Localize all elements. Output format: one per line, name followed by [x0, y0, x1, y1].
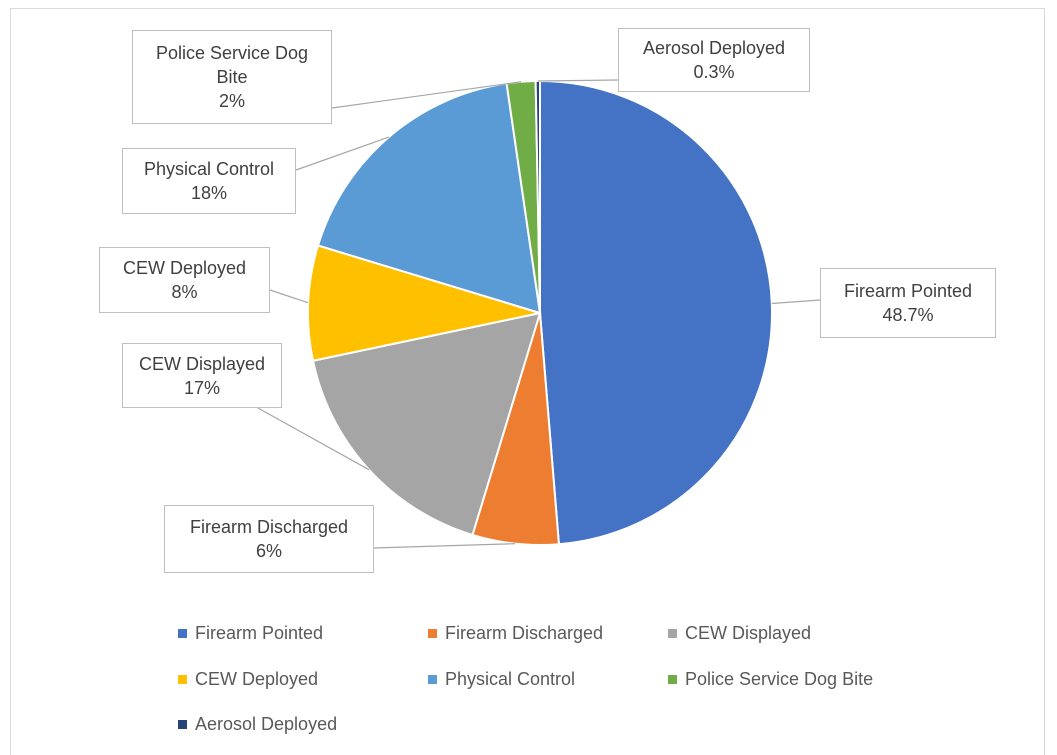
data-label-category: Firearm Pointed: [843, 281, 973, 301]
pie-slice: [307, 244, 541, 362]
legend-label: Aerosol Deployed: [195, 714, 338, 734]
legend-label: Firearm Pointed: [195, 623, 324, 643]
legend-item: Physical Control: [428, 669, 575, 690]
data-label-value: 2%: [218, 91, 245, 111]
data-label: Firearm Pointed 48.7%: [820, 268, 996, 338]
legend-label: Physical Control: [445, 669, 576, 689]
leader-line: [269, 289, 309, 304]
leader-line: [257, 407, 370, 471]
legend-swatch: [428, 675, 437, 684]
data-label: CEW Displayed 17%: [122, 343, 282, 408]
legend-swatch: [428, 629, 437, 638]
legend-item: Aerosol Deployed: [178, 714, 337, 735]
pie-slice: [316, 82, 542, 315]
pie-slice: [539, 79, 773, 546]
data-label: Firearm Discharged 6%: [164, 505, 374, 573]
legend-label: CEW Deployed: [195, 669, 319, 689]
data-label-category: Firearm Discharged: [189, 517, 349, 537]
data-label: Aerosol Deployed 0.3%: [618, 28, 810, 92]
legend-swatch: [668, 675, 677, 684]
legend-label: CEW Displayed: [685, 623, 812, 643]
leader-line: [331, 81, 522, 109]
legend-swatch: [178, 629, 187, 638]
pie-slice: [311, 311, 542, 537]
data-label: CEW Deployed 8%: [99, 247, 270, 313]
data-label-value: 6%: [255, 541, 282, 561]
leader-line: [771, 299, 821, 305]
leader-line: [373, 543, 516, 549]
data-label-value: 48.7%: [882, 305, 934, 325]
legend-item: CEW Deployed: [178, 669, 318, 690]
legend-swatch: [178, 720, 187, 729]
legend-label: Police Service Dog Bite: [685, 669, 874, 689]
legend-item: CEW Displayed: [668, 623, 811, 644]
legend-item: Firearm Pointed: [178, 623, 323, 644]
data-label-value: 8%: [171, 282, 198, 302]
data-label-category: Aerosol Deployed: [642, 38, 786, 58]
data-label-value: 0.3%: [693, 62, 735, 82]
data-label-value: 17%: [183, 377, 221, 398]
data-label-category: CEW Deployed: [122, 258, 247, 278]
data-label: Police Service Dog Bite 2%: [132, 30, 332, 124]
legend-label: Firearm Discharged: [445, 623, 604, 643]
data-label-category: Physical Control: [143, 159, 275, 179]
data-label-value: 18%: [190, 183, 228, 203]
legend-swatch: [178, 675, 187, 684]
leader-line: [537, 79, 619, 82]
legend-item: Police Service Dog Bite: [668, 669, 873, 690]
data-label-category: CEW Displayed: [138, 353, 266, 374]
data-label-category: Police Service Dog Bite: [155, 43, 309, 87]
chart-frame: [10, 8, 1045, 755]
legend-item: Firearm Discharged: [428, 623, 603, 644]
legend-swatch: [668, 629, 677, 638]
leader-line: [295, 136, 389, 171]
data-label: Physical Control 18%: [122, 148, 296, 214]
